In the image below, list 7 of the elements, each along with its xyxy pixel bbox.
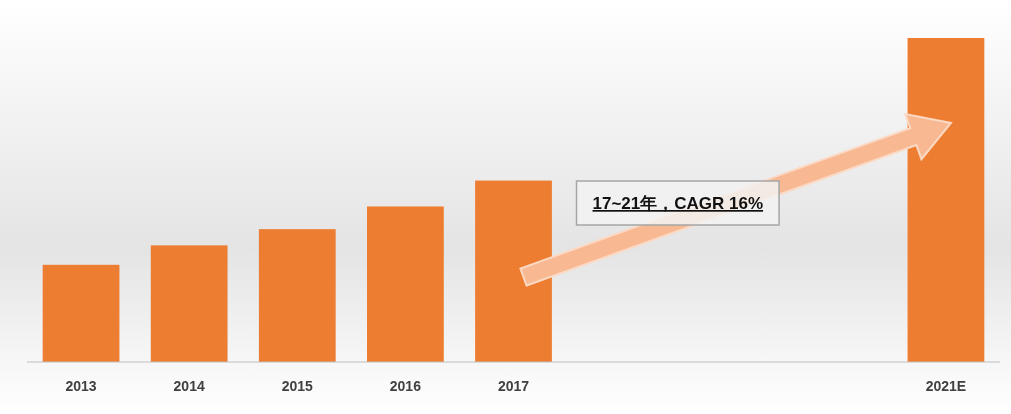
x-tick-label: 2015 [281,378,314,394]
x-tick-label: 2013 [65,378,97,394]
x-tick-label: 2014 [173,378,205,394]
x-tick-label: 2017 [497,378,530,394]
annotation: 17~21年，CAGR 16% [592,194,764,213]
x-tick-label: 2021E [925,378,967,394]
x-tick-label: 2016 [389,378,422,394]
